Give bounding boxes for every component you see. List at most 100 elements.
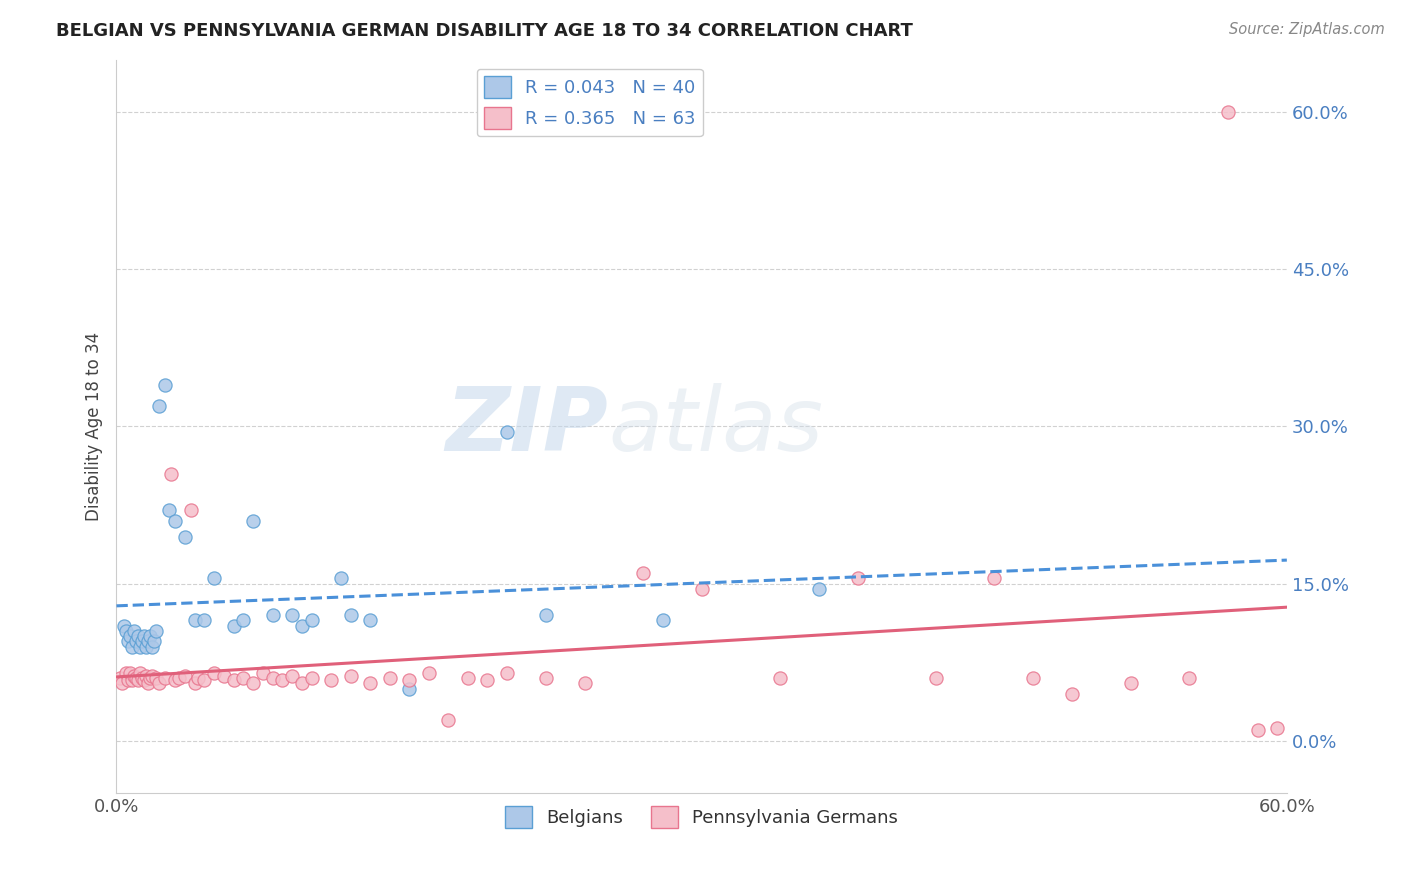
Point <box>145 624 167 638</box>
Point <box>132 629 155 643</box>
Point <box>127 673 149 687</box>
Point <box>129 665 152 680</box>
Point <box>252 665 274 680</box>
Point <box>131 634 153 648</box>
Point <box>1178 671 1201 685</box>
Point <box>475 673 498 687</box>
Point <box>135 640 157 654</box>
Point <box>983 572 1005 586</box>
Point <box>138 671 160 685</box>
Text: ZIP: ZIP <box>446 383 607 470</box>
Point <box>155 377 177 392</box>
Point <box>115 665 138 680</box>
Point <box>651 614 673 628</box>
Point <box>339 669 361 683</box>
Point <box>232 614 254 628</box>
Point <box>120 665 142 680</box>
Point <box>769 671 792 685</box>
Point <box>262 671 284 685</box>
Point <box>117 673 139 687</box>
Point <box>110 671 132 685</box>
Point <box>136 676 159 690</box>
Point <box>281 669 304 683</box>
Point <box>121 673 143 687</box>
Point <box>202 572 225 586</box>
Point <box>187 671 209 685</box>
Point <box>631 566 654 581</box>
Point <box>1246 723 1268 738</box>
Point <box>222 618 245 632</box>
Point <box>193 673 215 687</box>
Text: Source: ZipAtlas.com: Source: ZipAtlas.com <box>1229 22 1385 37</box>
Point <box>202 665 225 680</box>
Point <box>157 503 180 517</box>
Point <box>129 640 152 654</box>
Text: BELGIAN VS PENNSYLVANIA GERMAN DISABILITY AGE 18 TO 34 CORRELATION CHART: BELGIAN VS PENNSYLVANIA GERMAN DISABILIT… <box>56 22 912 40</box>
Point <box>1062 687 1084 701</box>
Point <box>127 629 149 643</box>
Point <box>148 676 170 690</box>
Point <box>378 671 401 685</box>
Point <box>1119 676 1142 690</box>
Point <box>339 608 361 623</box>
Point <box>534 671 557 685</box>
Point <box>180 503 202 517</box>
Point <box>846 572 869 586</box>
Point <box>398 681 420 696</box>
Point <box>112 618 135 632</box>
Point <box>115 624 138 638</box>
Point <box>242 676 264 690</box>
Point <box>155 671 177 685</box>
Point <box>534 608 557 623</box>
Point <box>136 634 159 648</box>
Point <box>232 671 254 685</box>
Point <box>262 608 284 623</box>
Point <box>183 614 205 628</box>
Point <box>142 634 165 648</box>
Point <box>319 673 342 687</box>
Point <box>457 671 479 685</box>
Point <box>212 669 235 683</box>
Point <box>301 614 323 628</box>
Point <box>495 665 517 680</box>
Point <box>222 673 245 687</box>
Point <box>690 582 713 596</box>
Point <box>574 676 596 690</box>
Point <box>120 629 142 643</box>
Point <box>141 669 163 683</box>
Point <box>138 629 160 643</box>
Point <box>132 673 155 687</box>
Point <box>1218 105 1240 120</box>
Text: atlas: atlas <box>607 384 823 469</box>
Point <box>173 529 195 543</box>
Point <box>398 673 420 687</box>
Point <box>145 671 167 685</box>
Point <box>167 671 190 685</box>
Point <box>271 673 294 687</box>
Point <box>329 572 352 586</box>
Point <box>125 634 148 648</box>
Point <box>117 634 139 648</box>
Point <box>163 514 186 528</box>
Point <box>437 713 460 727</box>
Point <box>122 624 145 638</box>
Point <box>160 467 183 481</box>
Point <box>148 399 170 413</box>
Point <box>193 614 215 628</box>
Point <box>281 608 304 623</box>
Point <box>495 425 517 439</box>
Point <box>121 640 143 654</box>
Point <box>242 514 264 528</box>
Point <box>291 618 314 632</box>
Point <box>111 676 134 690</box>
Point <box>359 676 381 690</box>
Point <box>291 676 314 690</box>
Point <box>418 665 440 680</box>
Point <box>1265 722 1288 736</box>
Point <box>141 640 163 654</box>
Point <box>183 676 205 690</box>
Point <box>122 669 145 683</box>
Point <box>301 671 323 685</box>
Y-axis label: Disability Age 18 to 34: Disability Age 18 to 34 <box>86 332 103 521</box>
Point <box>925 671 948 685</box>
